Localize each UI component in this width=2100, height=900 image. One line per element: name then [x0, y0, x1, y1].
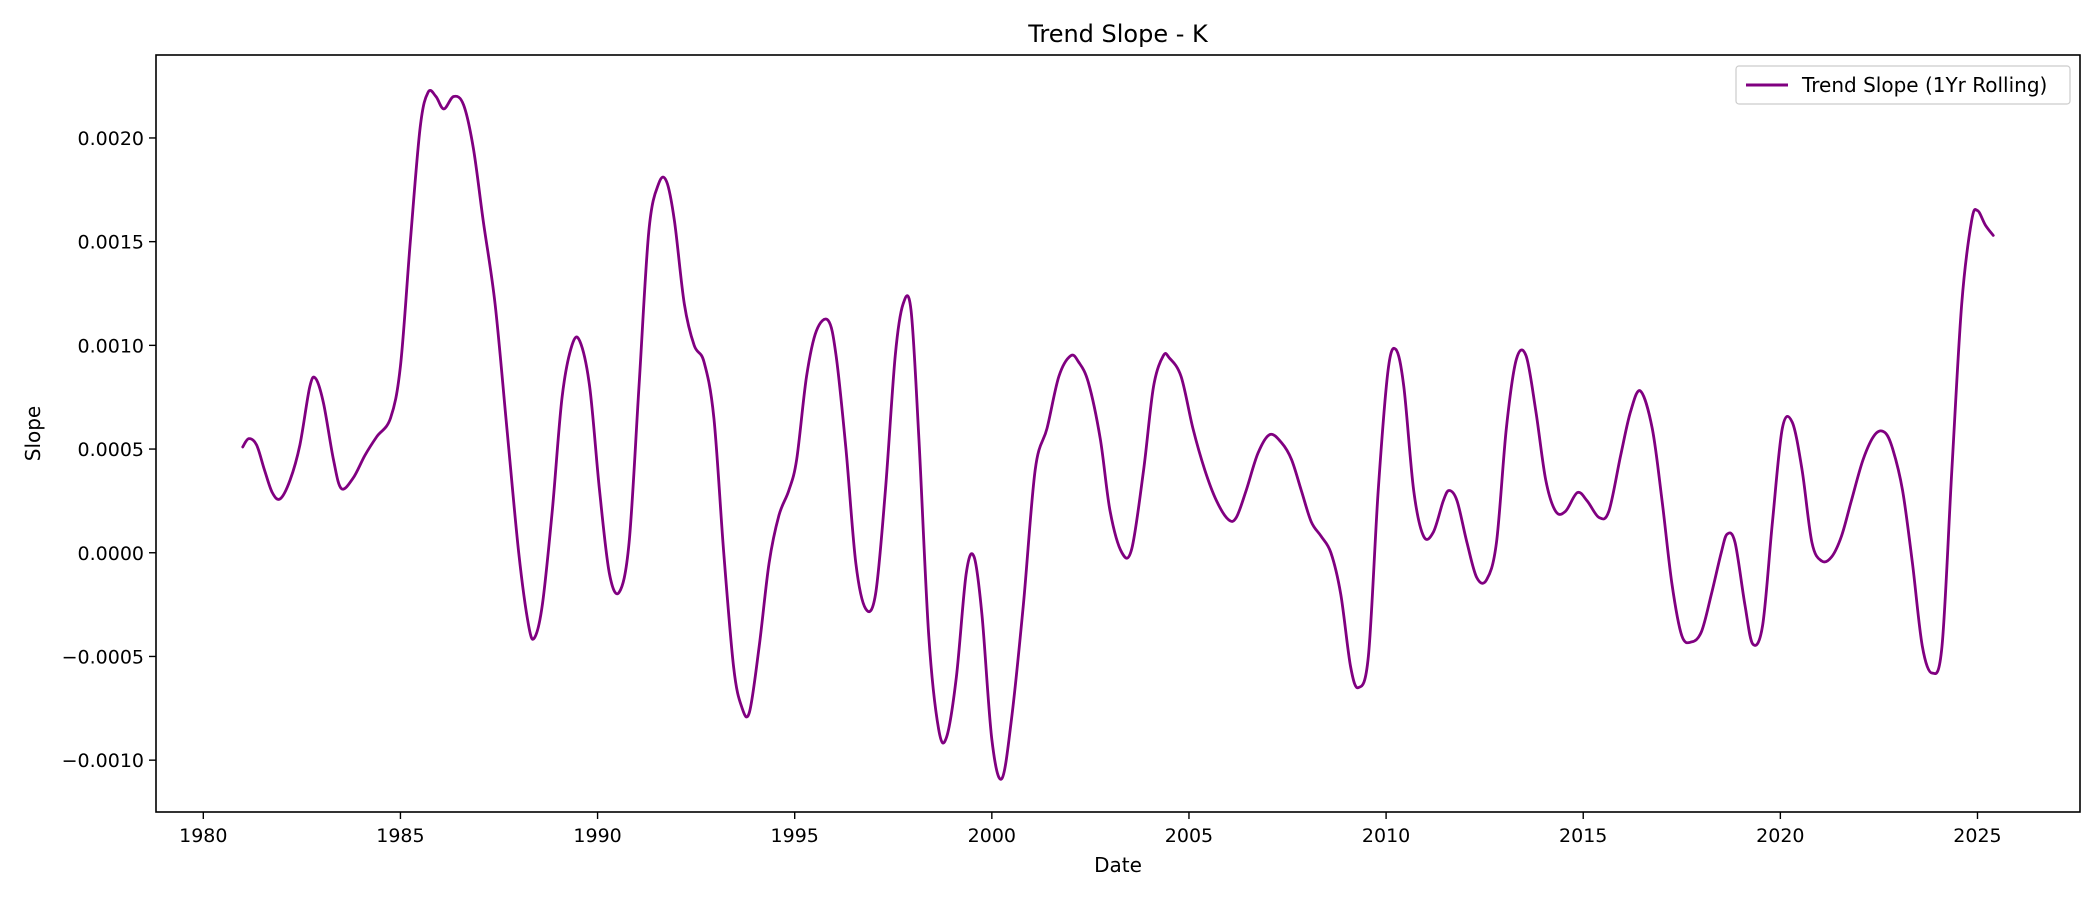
y-tick-label: 0.0000: [78, 543, 144, 565]
x-tick-label: 2005: [1165, 825, 1213, 847]
plot-area-frame: [155, 54, 2081, 813]
axis-ticks: 1980 1985 1990 1995 2000 2005 2010 2015 2020 2025…: [62, 128, 2002, 847]
y-tick-label: −0.0010: [62, 750, 144, 772]
x-tick-label: 1985: [376, 825, 424, 847]
y-tick-label: 0.0010: [78, 335, 144, 357]
x-tick-label: 2010: [1362, 825, 1410, 847]
y-tick-label: 0.0015: [78, 232, 144, 254]
y-tick-label: 0.0020: [78, 128, 144, 150]
series-line: [241, 89, 1995, 781]
legend-label: Trend Slope (1Yr Rolling): [1801, 73, 2047, 97]
x-tick-label: 2015: [1559, 825, 1607, 847]
series-layer: [241, 89, 1995, 781]
x-tick-label: 2025: [1953, 825, 2001, 847]
x-tick-label: 2000: [968, 825, 1016, 847]
y-tick-label: 0.0005: [78, 439, 144, 461]
y-tick-label: −0.0005: [62, 646, 144, 668]
legend-box: [1735, 65, 2071, 105]
x-axis-label: Date: [1094, 853, 1142, 877]
x-tick-label: 1995: [771, 825, 819, 847]
x-tick-label: 1990: [573, 825, 621, 847]
chart-title: Trend Slope - K: [1027, 20, 1209, 48]
x-tick-label: 2020: [1756, 825, 1804, 847]
legend: Trend Slope (1Yr Rolling): [1735, 65, 2071, 105]
x-tick-label: 1980: [179, 825, 227, 847]
y-axis-label: Slope: [21, 406, 45, 462]
